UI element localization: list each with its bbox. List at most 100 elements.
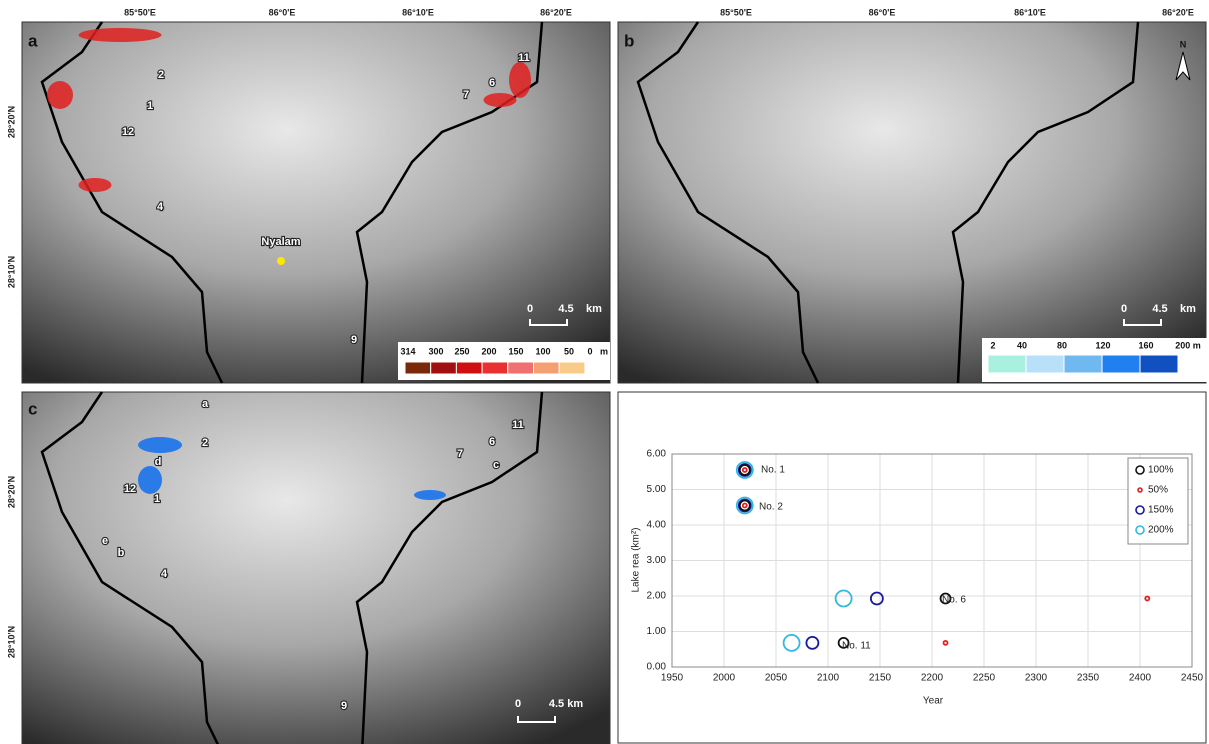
- lake-label: 2: [202, 437, 208, 449]
- point: [834, 589, 853, 608]
- legend-label: 250: [454, 346, 469, 356]
- lake-label: a: [202, 398, 209, 410]
- point: [737, 498, 752, 513]
- lake-label: 4: [161, 568, 168, 580]
- lake-label: 9: [341, 700, 347, 712]
- legend-label: 100: [535, 346, 550, 356]
- y-axis-label: Lake rea (km²): [631, 527, 642, 592]
- lat-label: 28°20'N: [6, 106, 16, 138]
- lake-label: 6: [489, 77, 495, 89]
- point: [942, 639, 949, 646]
- x-tick-label: 2350: [1077, 673, 1100, 684]
- legend-label: 50: [564, 346, 574, 356]
- lake-patch: [138, 437, 182, 453]
- point: [939, 592, 952, 605]
- x-tick-label: 1950: [661, 673, 684, 684]
- y-tick-label: 4.00: [647, 520, 667, 531]
- north-arrow: [1175, 51, 1191, 81]
- scale-label: 4.5: [1152, 303, 1167, 315]
- lake-label: 7: [457, 448, 463, 460]
- legend-label: 200%: [1148, 525, 1174, 536]
- lat-label: 28°10'N: [6, 256, 16, 288]
- legend-marker: [1135, 505, 1145, 515]
- legend-label: 40: [1017, 340, 1027, 350]
- lake-label: 9: [351, 334, 357, 346]
- annotation: No. 2: [759, 502, 783, 513]
- legend-label: 200 m: [1175, 340, 1201, 350]
- scale-label: 4.5 km: [549, 698, 583, 710]
- x-tick-label: 2450: [1181, 673, 1204, 684]
- lon-label: 86°20'E: [1162, 7, 1194, 17]
- point: [735, 496, 754, 515]
- town-label: Nyalam: [261, 236, 300, 248]
- legend-swatch: [455, 361, 483, 375]
- legend-swatch: [481, 361, 509, 375]
- boundary: [636, 21, 1140, 384]
- lon-label: 86°10'E: [402, 7, 434, 17]
- point: [735, 461, 754, 479]
- scale-label: km: [1180, 303, 1196, 315]
- lake-label: 12: [124, 483, 136, 495]
- annotation: No. 11: [842, 641, 871, 652]
- lake-label: c: [493, 459, 499, 471]
- x-tick-label: 2000: [713, 673, 736, 684]
- scale-bar: [1123, 319, 1162, 326]
- legend-swatch: [1101, 354, 1141, 374]
- lake-patch: [483, 93, 517, 107]
- panel-letter: b: [624, 31, 634, 50]
- point: [738, 464, 751, 476]
- point: [738, 499, 751, 512]
- legend-swatch: [987, 354, 1027, 374]
- lake-label: d: [155, 456, 162, 468]
- lon-label: 86°10'E: [1014, 7, 1046, 17]
- map-background: [21, 391, 611, 744]
- lake-label: 1: [147, 100, 153, 112]
- scale-bar: [529, 319, 568, 326]
- point: [837, 636, 850, 649]
- legend-label: 0: [587, 346, 592, 356]
- legend-swatch: [1025, 354, 1065, 374]
- y-tick-label: 1.00: [647, 626, 667, 637]
- legend-marker: [1137, 487, 1143, 493]
- x-axis-label: Year: [923, 696, 944, 707]
- y-tick-label: 2.00: [647, 591, 667, 602]
- x-tick-label: 2250: [973, 673, 996, 684]
- lon-label: 86°20'E: [540, 7, 572, 17]
- lake-patch: [414, 490, 446, 500]
- lake-patch: [78, 178, 112, 192]
- lat-label: 28°10'N: [6, 626, 16, 658]
- lake-label: 11: [512, 419, 524, 431]
- y-tick-label: 3.00: [647, 555, 667, 566]
- legend-box: [1127, 457, 1189, 545]
- legend-label: 2: [990, 340, 995, 350]
- north-label: N: [1180, 39, 1187, 49]
- legend-label: 160: [1138, 340, 1153, 350]
- lake-patch: [138, 466, 162, 494]
- map-background: [617, 21, 1207, 384]
- scale-label: 0: [515, 698, 521, 710]
- legend-swatch: [430, 361, 457, 375]
- legend-label: 100%: [1148, 465, 1174, 476]
- point: [741, 502, 748, 509]
- point: [782, 633, 801, 652]
- lake-label: 6: [489, 436, 495, 448]
- point: [805, 635, 820, 650]
- legend-label: 150%: [1148, 505, 1174, 516]
- legend-label: 300: [428, 346, 443, 356]
- chart-panel: [617, 391, 1207, 744]
- lake-patch: [509, 62, 531, 98]
- legend-swatch: [507, 361, 534, 375]
- legend-label: 80: [1057, 340, 1067, 350]
- legend-label: m: [600, 346, 608, 356]
- boundary: [40, 391, 544, 744]
- x-tick-label: 2200: [921, 673, 944, 684]
- plot-frame: [671, 453, 1193, 668]
- legend-label: 120: [1095, 340, 1110, 350]
- scale-label: 0: [1121, 303, 1127, 315]
- legend-label: 50%: [1148, 485, 1168, 496]
- lake-patch: [47, 81, 73, 109]
- legend-swatch: [533, 361, 560, 375]
- scale-label: 4.5: [558, 303, 573, 315]
- legend-swatch: [404, 361, 432, 375]
